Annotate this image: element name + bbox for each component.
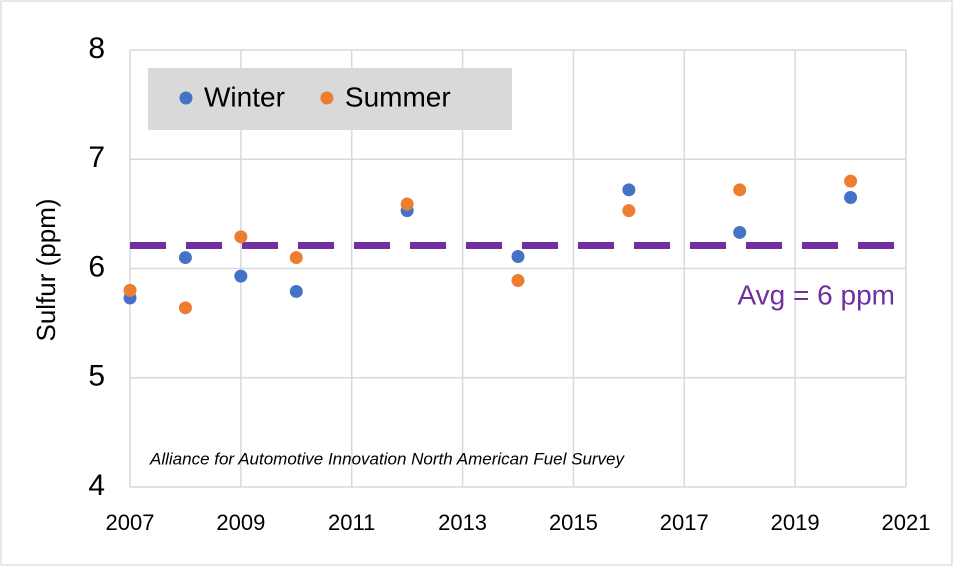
y-tick-label: 7 — [88, 141, 105, 174]
y-tick-label: 8 — [88, 32, 105, 65]
x-tick-label: 2021 — [882, 510, 931, 535]
data-point — [289, 251, 303, 265]
legend-label: Summer — [345, 81, 451, 112]
data-point — [622, 183, 636, 197]
data-point — [234, 269, 248, 283]
y-tick-label: 6 — [88, 250, 105, 283]
data-point — [733, 225, 747, 239]
y-tick-label: 4 — [88, 469, 105, 502]
data-point — [289, 284, 303, 298]
data-point — [178, 301, 192, 315]
data-point — [844, 190, 858, 204]
data-point — [844, 174, 858, 188]
annotation: Alliance for Automotive Innovation North… — [149, 449, 626, 468]
x-tick-label: 2011 — [328, 510, 375, 535]
data-point — [511, 249, 525, 263]
legend-label: Winter — [204, 81, 285, 112]
legend-marker — [320, 91, 334, 105]
data-point — [622, 204, 636, 218]
x-tick-label: 2009 — [216, 510, 265, 535]
data-point — [234, 230, 248, 244]
data-point — [123, 283, 137, 297]
legend-marker — [179, 91, 193, 105]
x-tick-label: 2019 — [771, 510, 820, 535]
x-tick-label: 2017 — [660, 510, 709, 535]
x-tick-label: 2007 — [106, 510, 155, 535]
data-point — [511, 274, 525, 288]
x-tick-label: 2013 — [438, 510, 487, 535]
average-label: Avg = 6 ppm — [738, 279, 895, 310]
data-point — [400, 197, 414, 211]
y-axis-label: Sulfur (ppm) — [31, 198, 61, 341]
data-point — [178, 251, 192, 265]
y-tick-label: 5 — [88, 360, 105, 393]
data-point — [733, 183, 747, 197]
x-tick-label: 2015 — [549, 510, 598, 535]
